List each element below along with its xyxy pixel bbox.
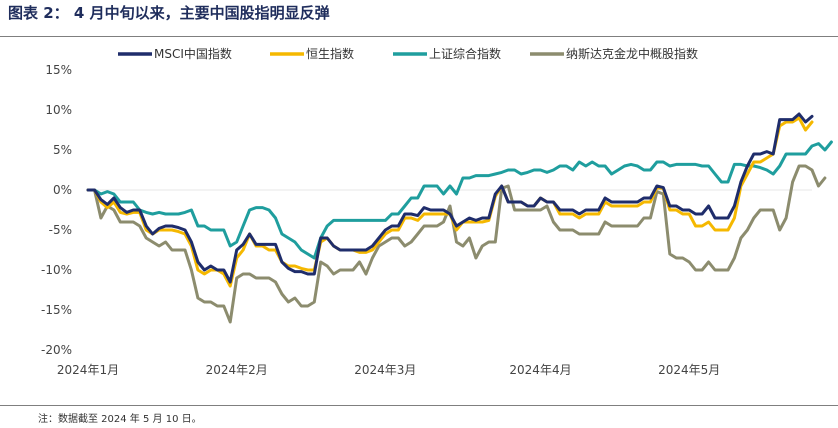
y-tick-label: -10% <box>41 263 72 277</box>
y-axis: 15% 10% 5% 0% -5% -10% -15% -20% <box>41 63 72 357</box>
figure-title-text: 4 月中旬以来，主要中国股指明显反弹 <box>73 4 330 22</box>
x-axis: 2024年1月 2024年2月 2024年3月 2024年4月 2024年5月 <box>57 189 812 377</box>
y-tick-label: -20% <box>41 343 72 357</box>
figure-label: 图表 2： <box>8 4 69 22</box>
series-layer <box>86 112 833 324</box>
x-tick-label: 2024年1月 <box>57 363 119 377</box>
x-tick-label: 2024年5月 <box>658 363 720 377</box>
figure-title: 图表 2： 4 月中旬以来，主要中国股指明显反弹 <box>8 2 330 23</box>
series-line-4 <box>86 164 827 324</box>
x-tick-label: 2024年3月 <box>354 363 416 377</box>
top-divider <box>0 36 838 37</box>
bottom-divider <box>0 405 838 406</box>
y-tick-label: -15% <box>41 303 72 317</box>
y-tick-label: 10% <box>45 103 72 117</box>
y-tick-label: 5% <box>53 143 72 157</box>
series-line-1 <box>86 112 814 284</box>
x-tick-label: 2024年4月 <box>509 363 571 377</box>
legend: MSCI中国指数 恒生指数 上证综合指数 纳斯达克金龙中概股指数 <box>118 46 698 61</box>
y-tick-label: 0% <box>53 183 72 197</box>
legend-label: MSCI中国指数 <box>154 46 232 61</box>
legend-label: 恒生指数 <box>306 46 354 61</box>
footnote: 注：数据截至 2024 年 5 月 10 日。 <box>38 414 202 425</box>
legend-label: 上证综合指数 <box>429 46 501 61</box>
x-tick-label: 2024年2月 <box>206 363 268 377</box>
y-tick-label: -5% <box>49 223 72 237</box>
series-line-3 <box>86 140 833 260</box>
y-tick-label: 15% <box>45 63 72 77</box>
legend-label: 纳斯达克金龙中概股指数 <box>566 46 698 61</box>
